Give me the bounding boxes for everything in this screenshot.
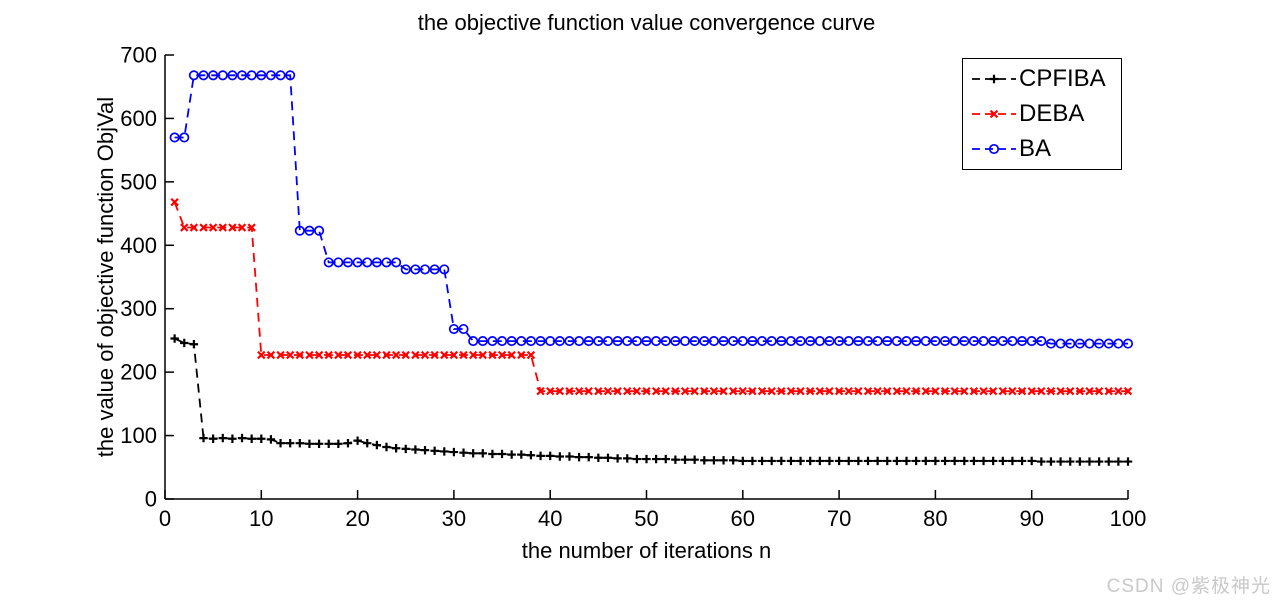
chart-title: the objective function value convergence…	[417, 10, 876, 35]
x-tick-label: 90	[1019, 506, 1043, 531]
y-tick-label: 300	[120, 296, 157, 321]
legend: CPFIBA DEBA BA	[962, 58, 1122, 170]
legend-item-deba: DEBA	[971, 97, 1121, 131]
y-tick-label: 600	[120, 106, 157, 131]
y-axis-label: the value of objective function ObjVal	[93, 96, 118, 458]
x-tick-label: 0	[159, 506, 171, 531]
legend-item-cpfiba: CPFIBA	[971, 62, 1121, 96]
x-tick-label: 60	[731, 506, 755, 531]
y-tick-label: 100	[120, 423, 157, 448]
y-tick-label: 400	[120, 233, 157, 258]
watermark: CSDN @紫极神光	[1106, 576, 1271, 597]
x-tick-label: 70	[827, 506, 851, 531]
x-tick-label: 80	[923, 506, 947, 531]
y-tick-label: 500	[120, 169, 157, 194]
legend-item-ba: BA	[971, 132, 1121, 166]
series-markers-BA	[169, 70, 1134, 349]
series-markers-DEBA	[170, 197, 1133, 396]
series-markers-CPFIBA	[170, 334, 1133, 466]
legend-sample-ba	[972, 144, 1016, 155]
x-tick-label: 30	[442, 506, 466, 531]
legend-sample-deba	[972, 109, 1016, 119]
x-tick-label: 100	[1110, 506, 1147, 531]
x-tick-label: 40	[538, 506, 562, 531]
legend-label: BA	[1019, 135, 1052, 163]
y-tick-label: 0	[145, 487, 157, 512]
x-tick-label: 10	[249, 506, 273, 531]
x-tick-label: 50	[634, 506, 658, 531]
series-line-DEBA	[173, 201, 1128, 393]
y-tick-label: 700	[120, 43, 157, 68]
legend-label: DEBA	[1019, 99, 1085, 127]
y-tick-label: 200	[120, 360, 157, 385]
legend-label: CPFIBA	[1019, 64, 1106, 92]
x-tick-label: 20	[345, 506, 369, 531]
legend-sample-cpfiba	[972, 74, 1016, 83]
x-axis-label: the number of iterations n	[521, 538, 772, 563]
series-line-CPFIBA	[174, 337, 1128, 463]
